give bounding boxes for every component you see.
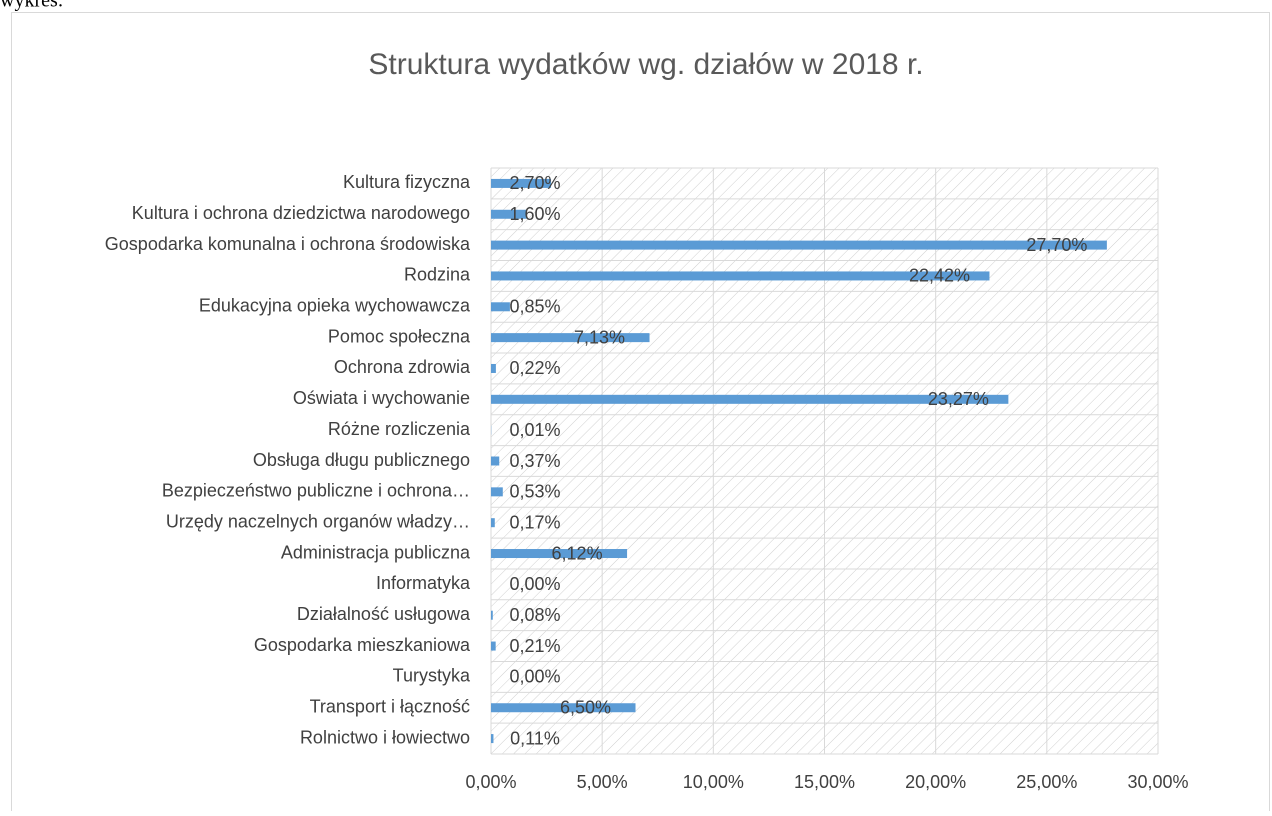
bar	[491, 333, 650, 342]
bar	[491, 302, 510, 311]
data-label: 0,00%	[509, 667, 560, 687]
bar	[491, 241, 1107, 250]
data-label: 7,13%	[574, 327, 625, 347]
y-tick-label: Rodzina	[404, 265, 471, 285]
y-tick-label: Kultura i ochrona dziedzictwa narodowego	[132, 203, 470, 223]
data-label: 27,70%	[1026, 235, 1087, 255]
x-tick-label: 10,00%	[683, 772, 744, 792]
data-label: 0,00%	[509, 574, 560, 594]
data-label: 0,08%	[509, 605, 560, 625]
y-tick-label: Obsługa długu publicznego	[253, 450, 470, 470]
chart-title: Struktura wydatków wg. działów w 2018 r.	[368, 48, 923, 81]
y-tick-label: Administracja publiczna	[281, 542, 471, 562]
x-tick-label: 15,00%	[794, 772, 855, 792]
data-label: 0,37%	[509, 451, 560, 471]
data-label: 22,42%	[909, 266, 970, 286]
y-tick-label: Gospodarka komunalna i ochrona środowisk…	[105, 234, 471, 254]
data-label: 0,11%	[510, 728, 560, 748]
x-tick-label: 5,00%	[577, 772, 628, 792]
bar	[491, 642, 496, 651]
data-label: 0,22%	[509, 358, 560, 378]
data-label: 6,12%	[552, 543, 603, 563]
y-tick-label: Rolnictwo i łowiectwo	[300, 727, 470, 747]
caption: wykres:	[0, 0, 63, 12]
x-tick-label: 0,00%	[465, 772, 516, 792]
data-label: 2,70%	[509, 173, 560, 193]
y-tick-label: Ochrona zdrowia	[334, 357, 471, 377]
y-tick-label: Różne rozliczenia	[328, 419, 471, 439]
y-tick-label: Informatyka	[376, 573, 471, 593]
data-label: 23,27%	[928, 389, 989, 409]
bar	[491, 364, 496, 373]
bar	[491, 734, 493, 743]
data-label: 0,01%	[509, 420, 560, 440]
y-tick-label: Bezpieczeństwo publiczne i ochrona…	[162, 481, 470, 501]
y-tick-label: Kultura fizyczna	[343, 172, 471, 192]
data-label: 0,17%	[509, 512, 560, 532]
data-label: 1,60%	[509, 204, 560, 224]
x-tick-label: 20,00%	[905, 772, 966, 792]
data-label: 6,50%	[560, 697, 611, 717]
y-tick-label: Urzędy naczelnych organów władzy…	[166, 511, 470, 531]
y-tick-label: Turystyka	[393, 666, 471, 686]
bar	[491, 457, 499, 466]
data-label: 0,21%	[509, 636, 560, 656]
data-label: 0,85%	[509, 297, 560, 317]
x-tick-label: 25,00%	[1016, 772, 1077, 792]
data-label: 0,53%	[509, 482, 560, 502]
bar	[491, 611, 493, 620]
y-tick-label: Transport i łączność	[310, 696, 470, 716]
y-tick-label: Edukacyjna opieka wychowawcza	[199, 296, 471, 316]
y-tick-label: Działalność usługowa	[297, 604, 471, 624]
y-tick-label: Oświata i wychowanie	[293, 388, 470, 408]
bar	[491, 487, 503, 496]
y-tick-label: Gospodarka mieszkaniowa	[254, 635, 471, 655]
x-tick-label: 30,00%	[1127, 772, 1188, 792]
bar	[491, 518, 495, 527]
y-tick-label: Pomoc społeczna	[328, 326, 471, 346]
